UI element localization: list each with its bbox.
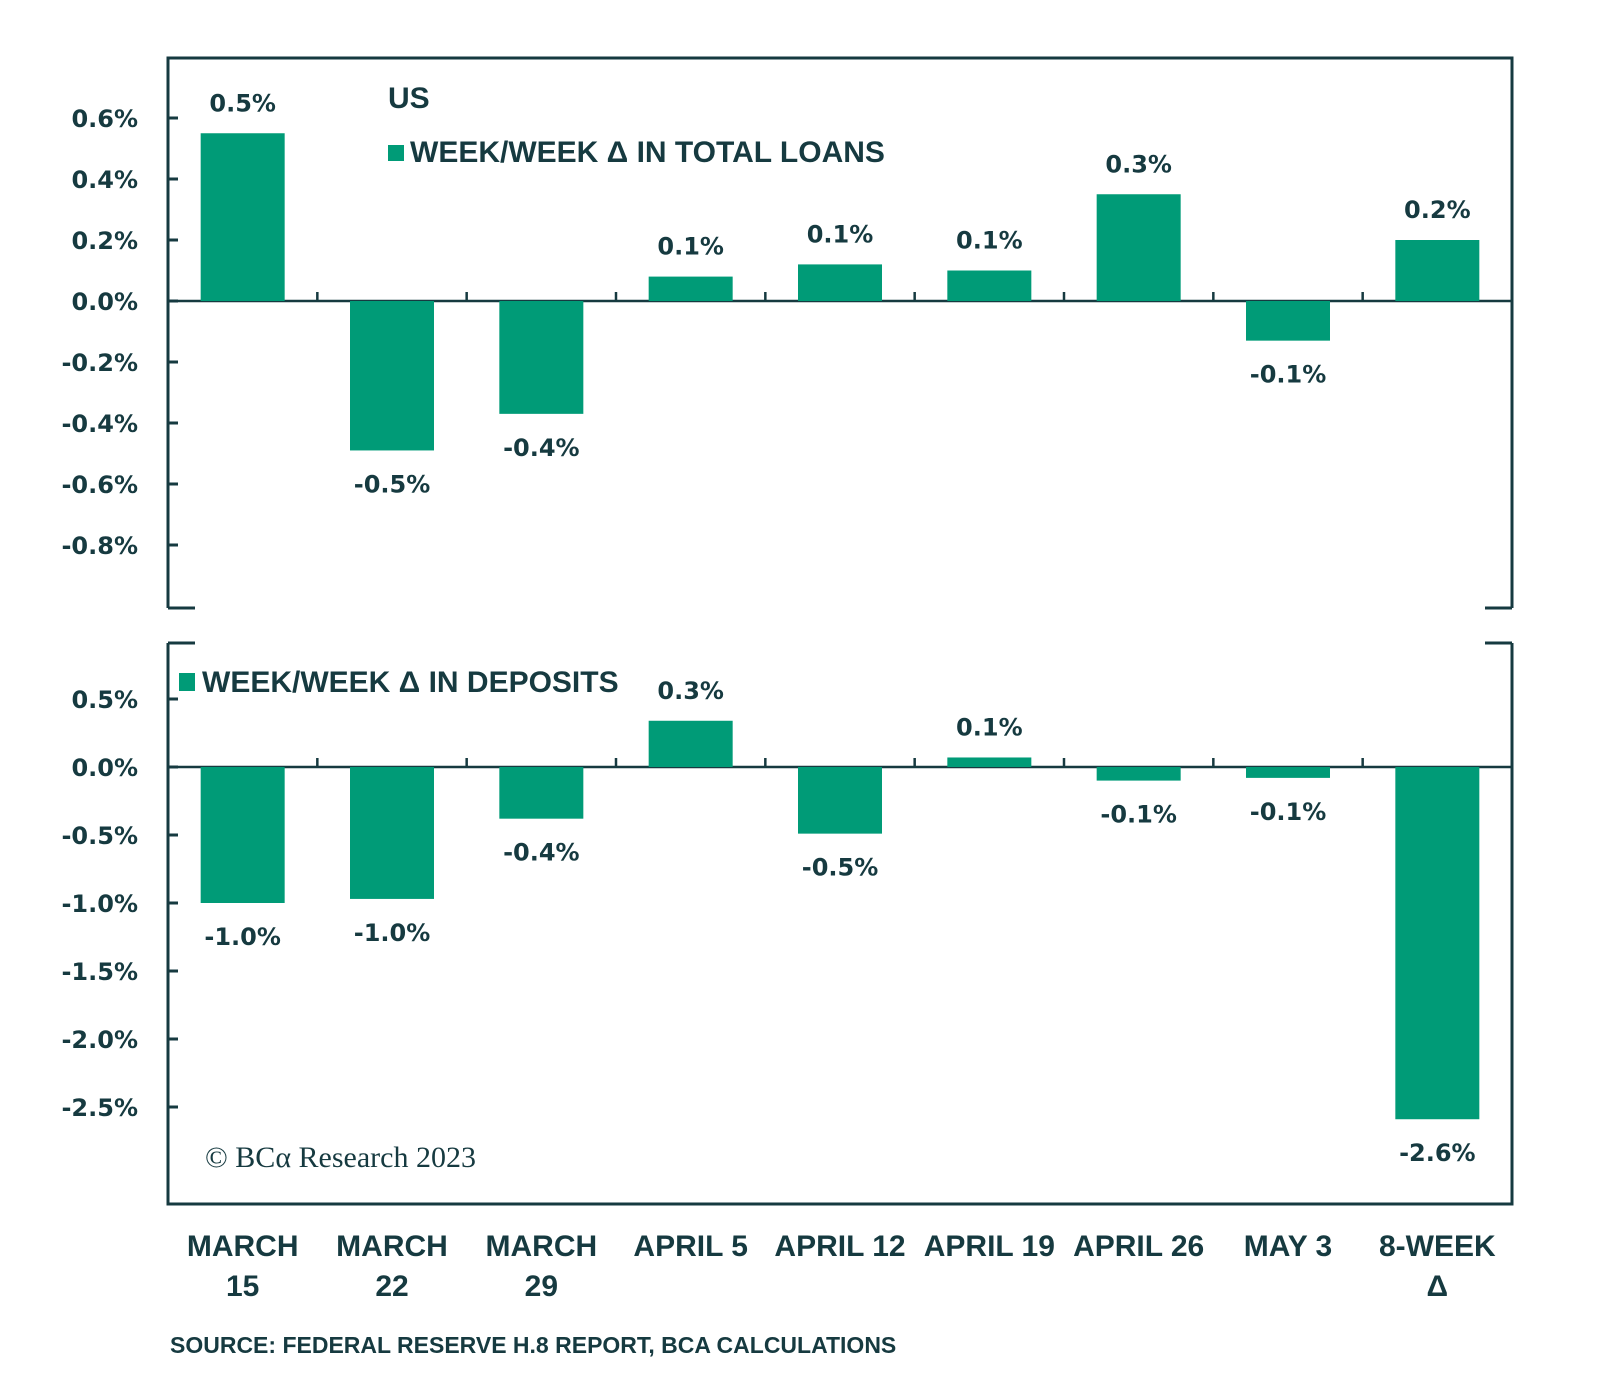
y-tick-label: -1.5%	[61, 958, 138, 986]
bar-loans	[947, 270, 1032, 301]
top-panel: US WEEK/WEEK Δ IN TOTAL LOANS 0.6% 0.4% 0.…	[61, 56, 1514, 610]
data-label-loans: -0.1%	[1250, 361, 1327, 389]
x-category-label: 8-WEEK	[1379, 1230, 1496, 1263]
bar-deposits	[200, 767, 285, 903]
copyright-watermark: © BCα Research 2023	[205, 1141, 476, 1174]
legend-swatch-deposits	[179, 673, 195, 691]
y-tick-label: 0.0%	[71, 288, 138, 316]
x-category-label: APRIL 5	[633, 1230, 747, 1263]
bar-loans	[1096, 194, 1181, 301]
y-tick-label: -2.0%	[61, 1026, 138, 1054]
bar-loans	[350, 301, 434, 451]
data-label-deposits: 0.3%	[657, 677, 724, 705]
data-label-loans: 0.1%	[956, 227, 1023, 255]
data-label-loans: 0.5%	[209, 89, 276, 117]
data-label-loans: 0.3%	[1105, 150, 1172, 178]
legend-label-deposits: WEEK/WEEK Δ IN DEPOSITS	[202, 666, 619, 699]
data-label-loans: -0.4%	[503, 434, 580, 462]
bar-deposits	[1246, 767, 1330, 778]
data-label-loans: 0.1%	[807, 220, 874, 248]
y-tick-label: -1.0%	[61, 890, 138, 918]
data-label-loans: 0.1%	[657, 233, 724, 261]
y-tick-label: -0.8%	[61, 532, 138, 560]
x-category-label: Δ	[1427, 1270, 1449, 1303]
data-label-loans: 0.2%	[1404, 196, 1471, 224]
bar-deposits	[1395, 767, 1480, 1120]
y-tick-label: -2.5%	[61, 1094, 138, 1122]
bar-loans	[648, 276, 733, 301]
data-label-deposits: 0.1%	[956, 713, 1023, 741]
bar-loans	[798, 264, 882, 301]
bar-deposits	[648, 720, 733, 767]
y-tick-label: -0.4%	[61, 410, 138, 438]
y-tick-label: 0.4%	[71, 166, 138, 194]
top-panel-title: US	[388, 82, 430, 115]
legend-label-loans: WEEK/WEEK Δ IN TOTAL LOANS	[410, 136, 885, 169]
x-category-label: 15	[226, 1270, 259, 1303]
x-category-label: MARCH	[187, 1230, 299, 1263]
data-label-deposits: -0.5%	[802, 854, 879, 882]
y-tick-label: 0.5%	[71, 686, 138, 714]
data-label-deposits: -0.1%	[1250, 798, 1327, 826]
data-label-deposits: -0.4%	[503, 839, 580, 867]
data-label-deposits: -0.1%	[1100, 801, 1177, 829]
y-tick-label: 0.0%	[71, 754, 138, 782]
data-label-deposits: -2.6%	[1399, 1139, 1476, 1167]
x-category-label: APRIL 19	[924, 1230, 1055, 1263]
y-tick-label: 0.6%	[71, 105, 138, 133]
x-category-label: APRIL 26	[1073, 1230, 1204, 1263]
bar-loans	[1395, 240, 1480, 301]
bar-deposits	[947, 757, 1032, 767]
legend-swatch-loans	[388, 145, 404, 161]
x-category-label: MARCH	[336, 1230, 448, 1263]
x-category-label: MAY 3	[1244, 1230, 1332, 1263]
y-tick-label: 0.2%	[71, 227, 138, 255]
bottom-panel: WEEK/WEEK Δ IN DEPOSITS © BCα Research 2…	[61, 641, 1514, 1206]
x-category-label: APRIL 12	[774, 1230, 905, 1263]
bar-deposits	[1096, 767, 1181, 781]
y-tick-label: -0.2%	[61, 349, 138, 377]
bottom-panel-frame	[166, 641, 1514, 1206]
y-tick-label: -0.5%	[61, 822, 138, 850]
data-label-loans: -0.5%	[354, 470, 431, 498]
top-panel-frame	[166, 56, 1514, 610]
x-category-label: MARCH	[486, 1230, 598, 1263]
bar-loans	[499, 301, 584, 414]
x-category-label: 29	[525, 1270, 558, 1303]
bar-loans	[200, 133, 285, 301]
data-label-deposits: -1.0%	[204, 923, 281, 951]
x-category-label: 22	[375, 1270, 408, 1303]
bar-loans	[1246, 301, 1330, 341]
data-label-deposits: -1.0%	[354, 919, 431, 947]
source-note: SOURCE: FEDERAL RESERVE H.8 REPORT, BCA …	[170, 1332, 896, 1358]
bar-deposits	[499, 767, 584, 819]
x-axis-labels: MARCH 15 MARCH 22 MARCH 29 APRIL 5 APRIL 12 APRI…	[187, 1230, 1496, 1303]
y-tick-label: -0.6%	[61, 471, 138, 499]
bar-deposits	[350, 767, 434, 899]
bar-deposits	[798, 767, 882, 834]
